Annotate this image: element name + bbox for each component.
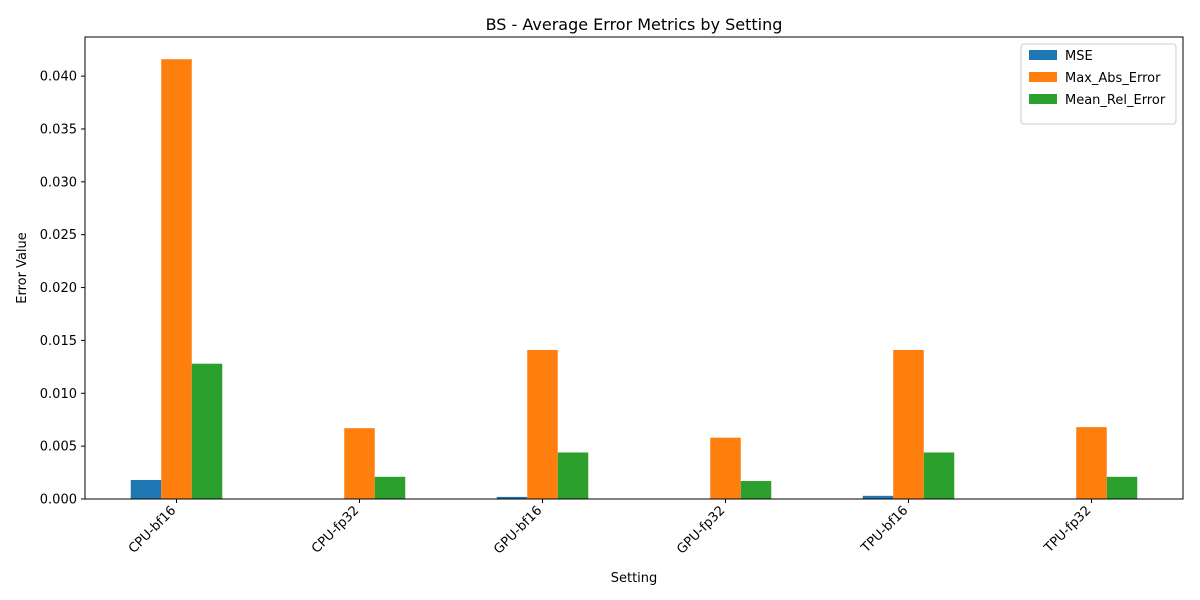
bar-max-abs-error-gpu-fp32 [710, 437, 741, 499]
x-tick-label: TPU-bf16 [858, 503, 911, 556]
bar-mean-rel-error-gpu-bf16 [557, 452, 589, 499]
y-tick-label: 0.020 [40, 281, 77, 296]
bar-mse-tpu-bf16 [862, 495, 894, 499]
x-tick-label: GPU-bf16 [491, 503, 545, 557]
plot-area: 0.000 0.005 0.010 0.015 0.020 0.025 0.030 0.035… [40, 36, 1184, 557]
x-axis-title: Setting [611, 571, 658, 586]
bar-mean-rel-error-gpu-fp32 [740, 481, 772, 499]
y-tick-label: 0.005 [40, 440, 77, 455]
bar-mean-rel-error-cpu-fp32 [374, 476, 406, 499]
legend: MSE Max_Abs_Error Mean_Rel_Error [1020, 43, 1177, 125]
bar-mean-rel-error-cpu-bf16 [191, 363, 223, 499]
bar-max-abs-error-tpu-fp32 [1076, 427, 1107, 499]
y-tick-label: 0.030 [40, 175, 77, 190]
x-tick-label: TPU-fp32 [1041, 503, 1094, 556]
bar-mean-rel-error-tpu-fp32 [1106, 476, 1138, 499]
chart-title: BS - Average Error Metrics by Setting [486, 15, 783, 34]
x-tick-label: GPU-fp32 [674, 503, 728, 557]
bar-mse-cpu-bf16 [130, 479, 162, 499]
legend-label: MSE [1065, 49, 1093, 64]
bar-max-abs-error-cpu-fp32 [344, 428, 375, 499]
y-tick-label: 0.010 [40, 387, 77, 402]
bar-mse-gpu-bf16 [496, 496, 528, 499]
y-axis-title: Error Value [15, 232, 30, 304]
legend-swatch [1029, 50, 1057, 60]
bar-max-abs-error-cpu-bf16 [161, 59, 192, 499]
y-tick-label: 0.000 [40, 493, 77, 508]
x-tick-label: CPU-fp32 [309, 503, 362, 556]
y-tick-label: 0.035 [40, 122, 77, 137]
plot-frame [84, 36, 1184, 500]
legend-box [1020, 43, 1177, 125]
legend-swatch [1029, 94, 1057, 104]
legend-swatch [1029, 72, 1057, 82]
legend-label: Mean_Rel_Error [1065, 93, 1166, 108]
y-tick-label: 0.040 [40, 70, 77, 85]
legend-label: Max_Abs_Error [1065, 71, 1161, 86]
y-tick-label: 0.015 [40, 334, 77, 349]
x-tick-label: CPU-bf16 [126, 503, 179, 556]
bar-max-abs-error-tpu-bf16 [893, 349, 924, 499]
bar-max-abs-error-gpu-bf16 [527, 349, 558, 499]
y-tick-label: 0.025 [40, 228, 77, 243]
bar-mean-rel-error-tpu-bf16 [923, 452, 955, 499]
